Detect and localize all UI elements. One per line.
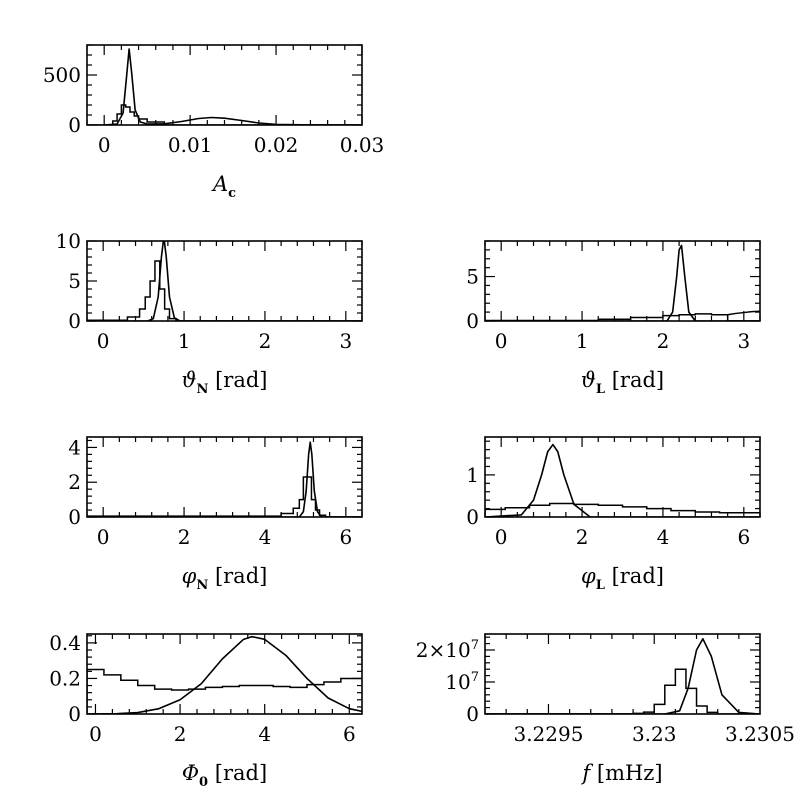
x-tick-label: 0 (495, 525, 508, 549)
x-tick-label: 0 (97, 329, 110, 353)
panel-phiL: 0 2 4 6 0 1 φL [rad] (466, 436, 761, 593)
y-tick-label: 107 (445, 670, 479, 694)
y-tick-label: 2 (68, 470, 81, 494)
y-tick-label: 500 (43, 63, 81, 87)
x-tick-label: 0 (97, 525, 110, 549)
y-tick-label: 5 (466, 265, 479, 289)
x-tick-label: 6 (339, 525, 352, 549)
posterior-curve (104, 48, 362, 125)
x-tick-label: 2 (657, 329, 670, 353)
posterior-curve (87, 441, 362, 517)
histogram-series (87, 476, 362, 517)
y-tick-label: 0 (68, 309, 81, 333)
x-tick-label: 2 (174, 722, 187, 746)
y-tick-label: 4 (68, 435, 81, 459)
x-tick-label: 0 (89, 722, 102, 746)
x-tick-label: 2 (576, 525, 589, 549)
x-tick-label: 6 (343, 722, 356, 746)
y-tick-label: 0.4 (49, 631, 81, 655)
x-axis-label: ϑL [rad] (581, 368, 664, 397)
y-tick-label: 10 (56, 229, 81, 253)
x-axis-label: φL [rad] (581, 564, 664, 593)
plot-frame (86, 436, 363, 518)
plot-frame (484, 633, 761, 715)
histogram-series (87, 668, 362, 714)
x-tick-label: 1 (178, 329, 191, 353)
x-tick-label: 2 (259, 329, 272, 353)
posterior-curve (87, 635, 362, 714)
posterior-curve (485, 638, 760, 714)
y-tick-label: 0 (68, 702, 81, 726)
x-tick-label: 2 (178, 525, 191, 549)
x-tick-label: 6 (737, 525, 750, 549)
panel-thetaL: 0 1 2 3 0 5 ϑL [rad] (466, 240, 761, 397)
y-tick-label: 0.2 (49, 666, 81, 690)
x-tick-label: 0.02 (254, 133, 299, 157)
x-tick-label: 1 (576, 329, 589, 353)
x-tick-label: 3.2305 (725, 722, 795, 746)
x-tick-label: 0 (98, 133, 111, 157)
histogram-series (87, 104, 362, 125)
histogram-series (87, 260, 362, 321)
posterior-curve (485, 244, 760, 321)
plot-frame (86, 633, 363, 715)
x-axis-label: Ac (211, 172, 236, 201)
y-tick-label: 0 (466, 309, 479, 333)
x-tick-label: 4 (259, 525, 272, 549)
panel-thetaN: 0 1 2 3 0 5 10 ϑN [rad] (56, 229, 363, 397)
x-tick-label: 3.2295 (513, 722, 583, 746)
y-tick-label: 5 (68, 269, 81, 293)
y-tick-label: 2×107 (416, 638, 479, 662)
x-axis-label: Φ0 [rad] (182, 761, 267, 790)
plot-frame (484, 240, 761, 322)
y-tick-label: 0 (68, 113, 81, 137)
x-tick-label: 4 (657, 525, 670, 549)
y-tick-label: 1 (466, 463, 479, 487)
x-tick-label: 3.23 (632, 722, 677, 746)
panel-phiN: 0 2 4 6 0 2 4 φN [rad] (68, 435, 363, 593)
y-tick-label: 0 (466, 702, 479, 726)
x-tick-label: 0 (495, 329, 508, 353)
panel-f: 3.2295 3.23 3.2305 0 107 2×107 f [mHz] (416, 633, 795, 785)
histogram-series (485, 502, 760, 517)
x-axis-label: φN [rad] (182, 564, 268, 593)
tail-curve (727, 310, 760, 316)
panel-Phi0: 0 2 4 6 0 0.2 0.4 Φ0 [rad] (49, 631, 363, 790)
plot-frame (86, 240, 363, 322)
posterior-curve (485, 443, 760, 517)
x-tick-label: 3 (339, 329, 352, 353)
x-axis-label: ϑN [rad] (182, 368, 268, 397)
x-tick-label: 3 (737, 329, 750, 353)
y-tick-label: 0 (68, 505, 81, 529)
x-tick-label: 0.01 (168, 133, 213, 157)
x-axis-label: f [mHz] (580, 761, 662, 785)
x-tick-label: 0.03 (340, 133, 385, 157)
posterior-curve (87, 241, 362, 321)
y-tick-label: 0 (466, 505, 479, 529)
panel-Ac: 0 0.01 0.02 0.03 0 500 Ac (43, 44, 385, 201)
x-tick-label: 4 (258, 722, 271, 746)
histogram-series (485, 668, 760, 714)
histogram-series (485, 313, 760, 321)
